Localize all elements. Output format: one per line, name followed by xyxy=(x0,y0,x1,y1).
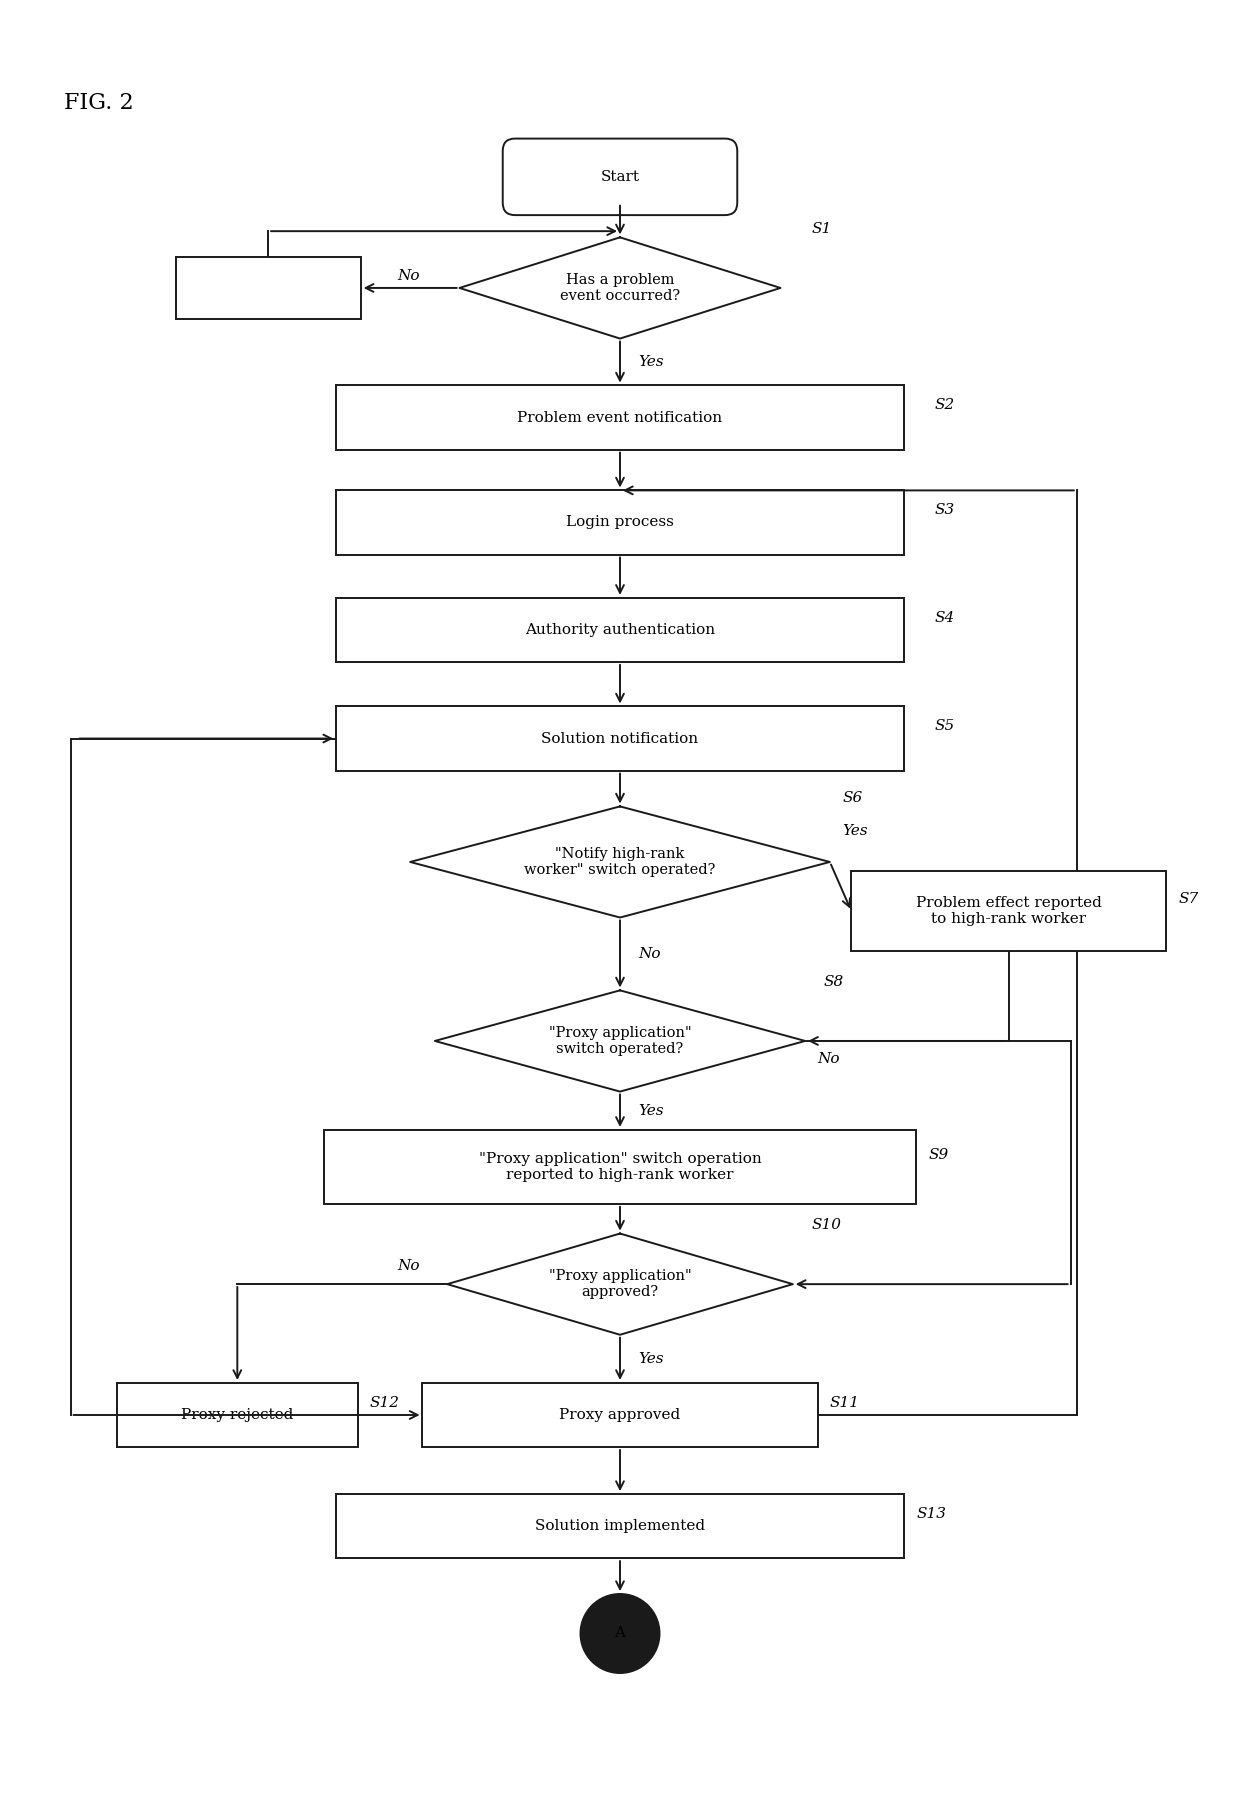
Text: Solution implemented: Solution implemented xyxy=(534,1519,706,1534)
Text: "Proxy application"
switch operated?: "Proxy application" switch operated? xyxy=(548,1027,692,1055)
Circle shape xyxy=(580,1595,660,1672)
Text: "Proxy application"
approved?: "Proxy application" approved? xyxy=(548,1269,692,1300)
Bar xyxy=(117,1383,357,1447)
Text: No: No xyxy=(398,1259,420,1273)
Text: S4: S4 xyxy=(935,611,955,624)
Text: No: No xyxy=(639,948,661,960)
Text: S11: S11 xyxy=(830,1395,859,1410)
Text: S10: S10 xyxy=(811,1217,841,1232)
Bar xyxy=(324,1129,916,1205)
Text: Login process: Login process xyxy=(567,516,673,529)
Text: Yes: Yes xyxy=(639,1352,665,1366)
Bar xyxy=(336,1494,904,1559)
Text: S13: S13 xyxy=(916,1507,946,1521)
Polygon shape xyxy=(410,807,830,917)
Text: S12: S12 xyxy=(370,1395,401,1410)
Text: S2: S2 xyxy=(935,397,955,412)
Text: Proxy rejected: Proxy rejected xyxy=(181,1408,294,1422)
Bar xyxy=(336,597,904,662)
Polygon shape xyxy=(435,991,805,1091)
Text: "Proxy application" switch operation
reported to high-rank worker: "Proxy application" switch operation rep… xyxy=(479,1153,761,1181)
Text: S9: S9 xyxy=(929,1147,949,1162)
Text: S8: S8 xyxy=(823,975,844,989)
Text: S5: S5 xyxy=(935,719,955,734)
Bar xyxy=(336,491,904,554)
Text: No: No xyxy=(817,1052,839,1066)
Text: Yes: Yes xyxy=(842,823,868,838)
Text: Has a problem
event occurred?: Has a problem event occurred? xyxy=(560,273,680,304)
Text: "Notify high-rank
worker" switch operated?: "Notify high-rank worker" switch operate… xyxy=(525,847,715,877)
Bar xyxy=(852,872,1167,951)
Text: Authority authentication: Authority authentication xyxy=(525,622,715,636)
Text: S7: S7 xyxy=(1178,892,1199,906)
Text: Solution notification: Solution notification xyxy=(542,732,698,746)
Text: Start: Start xyxy=(600,169,640,183)
Bar xyxy=(423,1383,817,1447)
Bar xyxy=(336,707,904,771)
Text: S6: S6 xyxy=(842,791,863,806)
Polygon shape xyxy=(448,1233,792,1334)
Text: Yes: Yes xyxy=(639,1104,665,1118)
Text: A: A xyxy=(615,1627,625,1640)
Text: Problem event notification: Problem event notification xyxy=(517,410,723,424)
Text: No: No xyxy=(398,268,420,282)
Text: Proxy approved: Proxy approved xyxy=(559,1408,681,1422)
Text: S3: S3 xyxy=(935,503,955,518)
Polygon shape xyxy=(460,237,780,338)
Text: S1: S1 xyxy=(811,221,832,236)
Text: Problem effect reported
to high-rank worker: Problem effect reported to high-rank wor… xyxy=(916,895,1102,926)
Bar xyxy=(176,257,361,318)
FancyBboxPatch shape xyxy=(502,138,738,216)
Text: FIG. 2: FIG. 2 xyxy=(64,92,134,115)
Text: Yes: Yes xyxy=(639,354,665,369)
Bar xyxy=(336,385,904,450)
